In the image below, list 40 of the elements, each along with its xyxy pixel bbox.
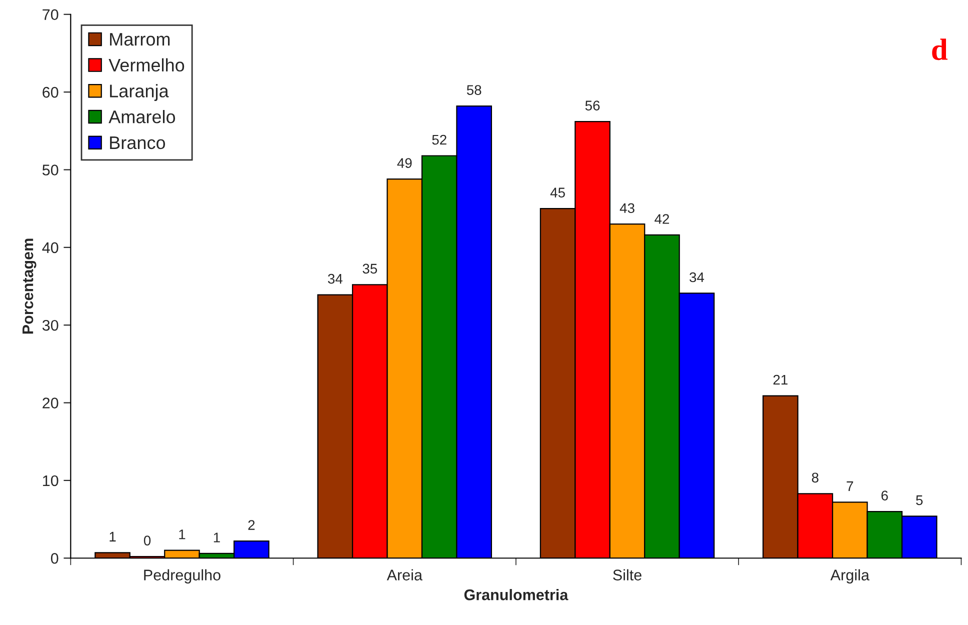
x-axis-title: Granulometria xyxy=(464,589,568,600)
data-label: 1 xyxy=(110,532,116,542)
data-label: 52 xyxy=(432,134,446,145)
data-label: 2 xyxy=(248,520,255,530)
y-tick-label: 20 xyxy=(42,398,58,408)
legend-label: Marrom xyxy=(110,33,170,46)
y-tick-label: 10 xyxy=(43,475,58,486)
y-tick-label: 50 xyxy=(42,164,58,176)
data-label: 8 xyxy=(812,472,818,483)
data-label: 35 xyxy=(362,264,378,274)
data-label: 34 xyxy=(690,272,704,282)
data-label: 34 xyxy=(328,274,342,284)
y-tick-label: 30 xyxy=(42,320,58,331)
x-tick-label: Pedregulho xyxy=(144,569,220,584)
y-tick-label: 0 xyxy=(50,552,58,564)
data-label: 45 xyxy=(550,188,565,198)
data-label: 1 xyxy=(179,530,186,540)
x-tick-label: Argila xyxy=(830,569,870,584)
y-tick-label: 40 xyxy=(42,242,58,254)
data-label: 0 xyxy=(144,536,151,546)
legend-label: Laranja xyxy=(110,84,169,101)
y-tick-label: 70 xyxy=(42,9,58,20)
data-label: 7 xyxy=(846,481,854,491)
data-label: 1 xyxy=(214,532,220,542)
x-tick-label: Areia xyxy=(386,569,422,580)
legend-label: Branco xyxy=(110,136,166,150)
y-axis-title: Porcentagem xyxy=(22,238,36,334)
data-label: 6 xyxy=(881,490,888,500)
data-label: 43 xyxy=(620,203,634,214)
data-label: 49 xyxy=(397,158,412,168)
data-label: 21 xyxy=(773,374,788,385)
data-label: 56 xyxy=(585,100,600,110)
legend-label: Amarelo xyxy=(108,110,176,124)
legend-label: Vermelho xyxy=(108,58,184,72)
data-label: 42 xyxy=(654,214,670,224)
x-tick-label: Silte xyxy=(613,569,642,580)
data-label: 58 xyxy=(466,85,482,95)
annotation: d xyxy=(932,38,948,60)
y-tick-label: 60 xyxy=(42,86,58,98)
data-label: 5 xyxy=(916,495,923,506)
